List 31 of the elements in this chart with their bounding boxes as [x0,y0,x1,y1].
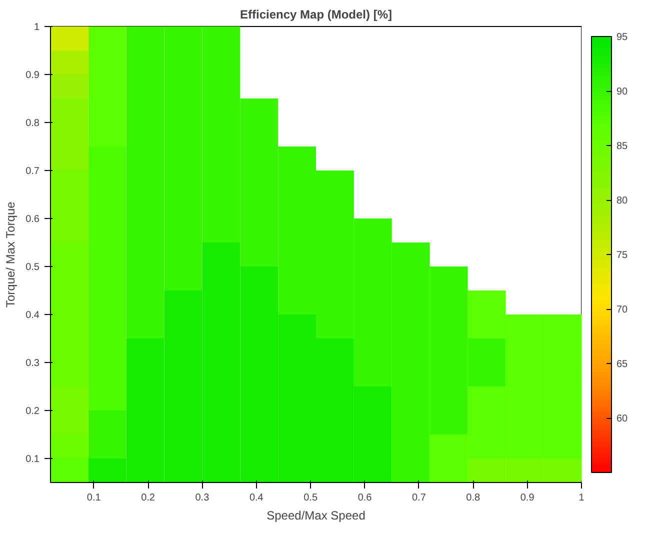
y-tick-label: 0.2 [26,406,40,417]
color-bar-label: 90 [616,86,628,98]
x-tick-label: 0.2 [141,492,156,504]
color-bar-label: 85 [616,141,628,152]
x-tick-label: 1 [578,492,585,504]
color-bar-label: 65 [616,359,628,370]
y-tick-label: 0.3 [26,358,40,369]
x-tick-label: 0.8 [466,492,481,504]
color-bar-label: 75 [616,250,628,261]
y-tick-label: 0.6 [26,214,40,225]
y-tick-label: 0.1 [26,454,40,465]
y-tick-label: 0.7 [26,166,40,177]
x-tick-label: 0.7 [412,492,426,504]
x-tick-label: 0.1 [86,492,102,504]
x-tick-label: 0.6 [358,492,372,504]
x-tick-label: 0.9 [520,492,535,504]
x-tick-label: 0.4 [249,492,264,504]
y-tick-label: 0.8 [26,118,40,129]
y-tick-label: 0.5 [26,262,40,273]
x-axis-title: Speed/Max Speed [266,508,366,522]
color-bar-label: 80 [616,196,628,206]
y-tick-label: 0.4 [26,310,40,321]
y-tick-label: 0.9 [26,70,40,81]
y-axis-title: Torque/ Max Torque [4,201,18,308]
color-bar-label: 60 [616,414,628,424]
y-tick-label: 1 [34,22,40,33]
color-bar-label: 95 [616,32,628,43]
x-tick-label: 0.3 [195,492,210,504]
color-bar-label: 70 [616,304,628,316]
chart-title: Efficiency Map (Model) [%] [240,8,392,22]
x-tick-label: 0.5 [304,492,318,504]
